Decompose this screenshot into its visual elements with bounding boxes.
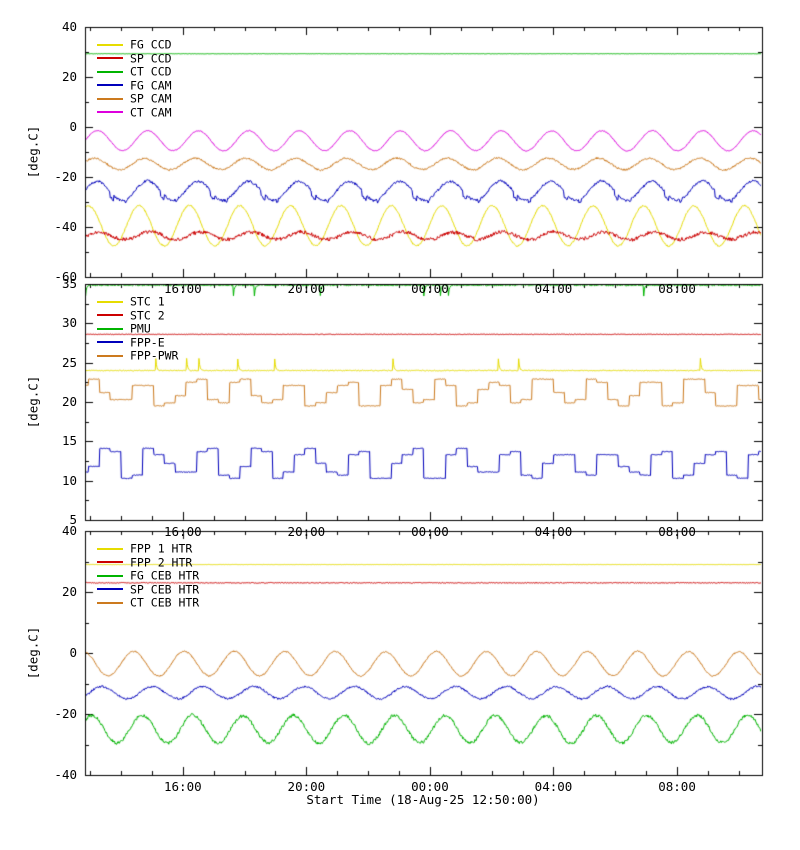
- legend-line-swatch: [97, 57, 123, 59]
- legend-entry: CT CEB HTR: [97, 595, 200, 610]
- legend-entry: CT CCD: [97, 64, 172, 79]
- x-tick-label: 20:00: [287, 281, 326, 296]
- legend-series-name: SP CEB HTR: [130, 582, 200, 596]
- y-tick-label: 5: [69, 511, 77, 527]
- legend-entry: STC 2: [97, 308, 165, 322]
- legend-series-name: CT CEB HTR: [130, 595, 200, 610]
- y-tick-label: 40: [61, 522, 77, 538]
- legend-entry: FPP-PWR: [97, 348, 179, 363]
- x-tick-label: 20:00: [287, 779, 326, 794]
- y-tick-label: 20: [61, 583, 77, 599]
- y-tick-label: -60: [54, 268, 77, 284]
- y-axis-label-panel1: [deg.C]: [25, 125, 41, 179]
- x-tick-label: 20:00: [287, 524, 326, 539]
- x-tick-label: 16:00: [163, 524, 202, 539]
- legend-line-swatch: [97, 588, 123, 590]
- legend-entry: FPP 1 HTR: [97, 541, 193, 556]
- y-axis-label-panel2: [deg.C]: [25, 375, 41, 429]
- legend-line-swatch: [97, 341, 123, 343]
- legend-entry: FG CAM: [97, 78, 172, 92]
- legend-series-name: FPP-PWR: [130, 348, 179, 363]
- legend-line-swatch: [97, 601, 123, 604]
- y-tick-label: -40: [54, 218, 77, 234]
- y-tick-label: 0: [69, 118, 77, 134]
- legend-line-swatch: [97, 561, 123, 563]
- x-tick-label: 08:00: [658, 779, 696, 794]
- legend-line-swatch: [97, 327, 123, 330]
- legend-line-swatch: [97, 314, 123, 316]
- x-axis-label: Start Time (18-Aug-25 12:50:00): [306, 792, 540, 807]
- y-tick-label: 0: [69, 644, 77, 660]
- legend-entry: FPP 2 HTR: [97, 555, 193, 569]
- x-tick-label: 04:00: [534, 524, 573, 539]
- legend-entry: SP CEB HTR: [97, 582, 200, 596]
- legend-line-swatch: [97, 111, 123, 113]
- legend-series-name: SP CAM: [130, 91, 172, 106]
- legend-series-name: STC 2: [130, 308, 165, 322]
- x-tick-label: 16:00: [163, 281, 202, 296]
- legend-series-name: PMU: [130, 321, 151, 336]
- legend-entry: SP CCD: [97, 51, 172, 65]
- legend-line-swatch: [97, 574, 123, 577]
- y-tick-label: 35: [61, 275, 77, 291]
- y-tick-label: -40: [54, 766, 77, 782]
- legend-series-name: FPP 2 HTR: [130, 555, 193, 569]
- x-tick-label: 16:00: [163, 779, 202, 794]
- legend-line-swatch: [97, 97, 123, 100]
- y-tick-label: 25: [61, 354, 77, 370]
- legend-series-name: FG CAM: [130, 78, 172, 92]
- legend-series-name: CT CCD: [130, 64, 172, 79]
- legend-series-name: FPP 1 HTR: [130, 541, 193, 556]
- x-tick-label: 00:00: [411, 524, 449, 539]
- legend-series-name: FG CEB HTR: [130, 568, 200, 583]
- legend-entry: FG CEB HTR: [97, 568, 200, 583]
- legend-series-name: SP CCD: [130, 51, 172, 65]
- x-tick-label: 08:00: [658, 524, 696, 539]
- y-tick-label: 30: [61, 315, 77, 331]
- y-tick-label: -20: [54, 705, 77, 721]
- legend-entry: FPP-E: [97, 335, 165, 349]
- legend-entry: CT CAM: [97, 105, 172, 119]
- y-axis-label-panel3: [deg.C]: [25, 626, 41, 680]
- x-tick-label: 08:00: [658, 281, 696, 296]
- legend-line-swatch: [97, 43, 123, 46]
- x-tick-label: 00:00: [411, 281, 449, 296]
- y-tick-label: 20: [61, 68, 77, 84]
- x-tick-label: 04:00: [534, 779, 573, 794]
- x-tick-label: 04:00: [534, 281, 573, 296]
- legend-series-name: FPP-E: [130, 335, 165, 349]
- legend-entry: FG CCD: [97, 37, 172, 52]
- y-tick-label: 40: [61, 18, 77, 34]
- y-tick-label: 20: [61, 393, 77, 409]
- y-tick-label: 10: [61, 472, 77, 488]
- y-tick-label: 15: [61, 433, 77, 449]
- legend-line-swatch: [97, 70, 123, 73]
- x-tick-label: 00:00: [411, 779, 449, 794]
- legend-entry: SP CAM: [97, 91, 172, 106]
- legend-series-name: CT CAM: [130, 105, 172, 119]
- legend-line-swatch: [97, 354, 123, 357]
- legend-series-name: STC 1: [130, 294, 165, 309]
- legend-entry: PMU: [97, 321, 151, 336]
- legend-line-swatch: [97, 547, 123, 550]
- legend-line-swatch: [97, 84, 123, 86]
- legend-series-name: FG CCD: [130, 37, 172, 52]
- legend-line-swatch: [97, 300, 123, 303]
- y-tick-label: -20: [54, 168, 77, 184]
- legend-entry: STC 1: [97, 294, 165, 309]
